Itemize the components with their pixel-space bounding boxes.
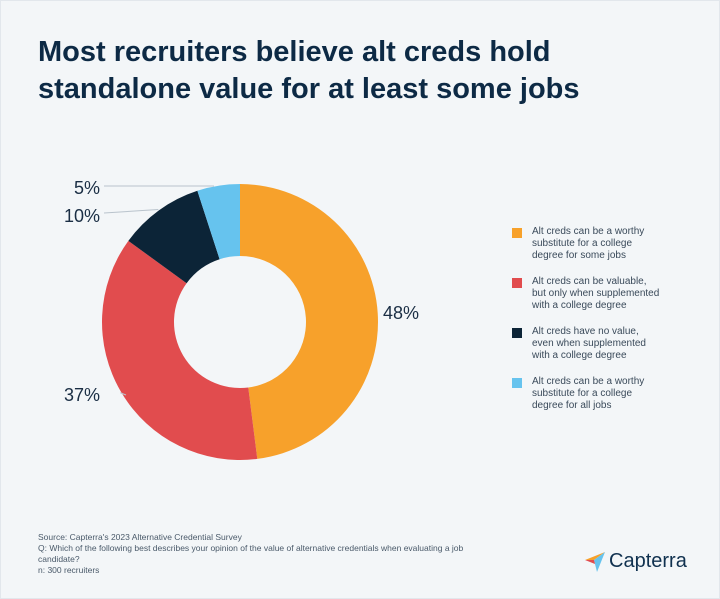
leader-line bbox=[120, 392, 127, 396]
legend-item-all-jobs: Alt creds can be a worthy substitute for… bbox=[512, 376, 702, 412]
title-line-2: standalone value for at least some jobs bbox=[38, 73, 580, 105]
capterra-logo: Capterra bbox=[584, 550, 687, 573]
chart-title: Most recruiters believe alt creds hold s… bbox=[38, 34, 678, 108]
legend-text: with a college degree bbox=[532, 300, 627, 311]
capterra-arrow-icon bbox=[585, 551, 605, 572]
source-note: Source: Capterra's 2023 Alternative Cred… bbox=[38, 532, 242, 542]
legend-text: Alt creds can be a worthy bbox=[532, 376, 645, 387]
legend-item-no-value: Alt creds have no value, even when suppl… bbox=[512, 326, 702, 362]
legend-swatch bbox=[512, 278, 522, 288]
logo-text: Capterra bbox=[609, 550, 687, 572]
label-all-jobs: 5% bbox=[74, 178, 100, 198]
legend-swatch bbox=[512, 228, 522, 238]
legend-text: with a college degree bbox=[532, 350, 627, 361]
legend-swatch bbox=[512, 328, 522, 338]
label-supplemented: 37% bbox=[64, 385, 100, 405]
slice-some-jobs bbox=[240, 184, 379, 459]
label-no-value: 10% bbox=[64, 206, 100, 226]
legend-swatch bbox=[512, 378, 522, 388]
question-note-cont: candidate? bbox=[38, 554, 80, 564]
sample-size-note: n: 300 recruiters bbox=[38, 565, 100, 575]
legend-text: substitute for a college bbox=[532, 388, 633, 399]
question-note: Q: Which of the following best describes… bbox=[38, 543, 464, 553]
legend-text: degree for some jobs bbox=[532, 250, 626, 261]
legend-item-supplemented: Alt creds can be valuable, but only when… bbox=[512, 276, 702, 312]
footer-notes: Source: Capterra's 2023 Alternative Cred… bbox=[38, 532, 558, 576]
label-some-jobs: 48% bbox=[383, 303, 419, 323]
legend-text: Alt creds have no value, bbox=[532, 326, 639, 337]
legend-text: but only when supplemented bbox=[532, 288, 660, 299]
legend-text: Alt creds can be a worthy bbox=[532, 226, 645, 237]
leader-line bbox=[103, 209, 159, 214]
slice-no-value bbox=[128, 190, 220, 284]
legend-text: substitute for a college bbox=[532, 238, 633, 249]
legend-text: degree for all jobs bbox=[532, 400, 612, 411]
slice-supplemented bbox=[102, 240, 258, 460]
slice-all-jobs bbox=[197, 184, 240, 260]
legend: Alt creds can be a worthy substitute for… bbox=[512, 226, 702, 426]
legend-text: Alt creds can be valuable, bbox=[532, 276, 647, 287]
legend-text: even when supplemented bbox=[532, 338, 646, 349]
legend-item-some-jobs: Alt creds can be a worthy substitute for… bbox=[512, 226, 702, 262]
title-line-1: Most recruiters believe alt creds hold bbox=[38, 36, 551, 68]
